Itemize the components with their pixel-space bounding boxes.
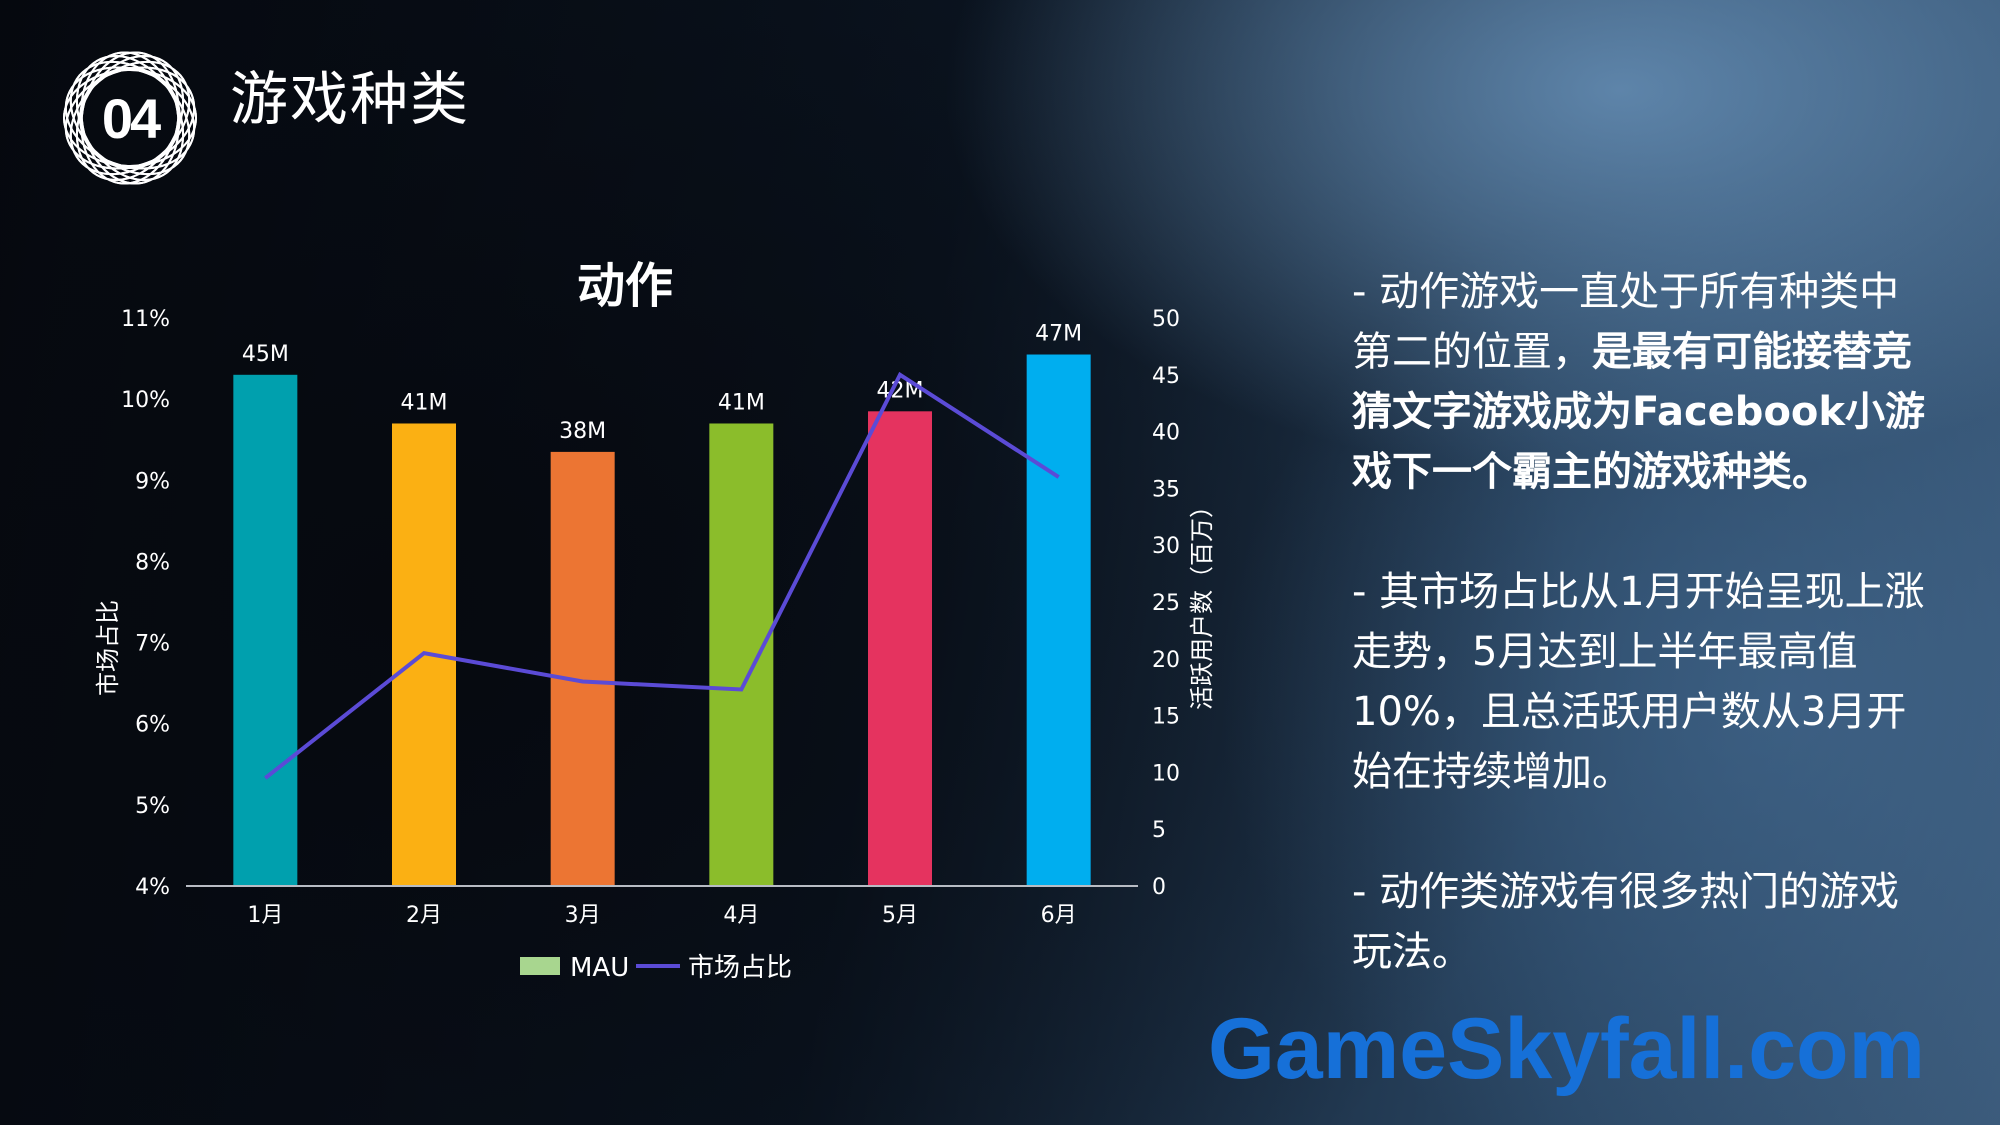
page-title: 游戏种类 [230,65,471,133]
right-axis-tick: 45 [1152,364,1180,389]
mau-bars [233,354,1091,886]
left-axis-tick: 9% [135,469,170,494]
bar-data-label: 41M [401,390,448,415]
description-paragraph-1: - 动作游戏一直处于所有种类中第二的位置，是最有可能接替竞猜文字游戏成为Face… [1352,262,1932,502]
badge-ring-loop [75,55,185,181]
right-axis-label: 活跃用户数（百万） [1188,494,1216,710]
right-axis-tick: 30 [1152,534,1180,559]
left-axis-tick: 4% [135,875,170,900]
badge-ring-loop [63,69,197,167]
badge-ring-loop [69,60,191,176]
x-axis-tick: 3月 [565,903,601,928]
bar-data-label: 47M [1035,322,1082,347]
badge-decorative-ring-icon [63,51,197,185]
chart-legend: MAU 市场占比 [520,953,792,983]
bar-data-label: 38M [559,419,606,444]
x-axis-ticks: 1月 2月 3月 4月 5月 6月 [247,903,1076,928]
x-axis-tick: 1月 [247,903,283,928]
chart-title: 动作 [577,258,673,314]
bar-data-label: 42M [877,378,924,403]
legend-mau-label: MAU [570,953,629,983]
x-axis-tick: 4月 [723,903,759,928]
badge-ring-loop [80,51,180,185]
badge-ring-loop [64,66,196,170]
bar-6 [1026,354,1091,886]
bar-5 [868,411,932,886]
badge-ring-loop [69,60,191,176]
section-badge: 04 [63,51,197,185]
right-axis-tick: 10 [1152,761,1180,786]
watermark-text: GameSkyfall.com [1208,1001,1926,1097]
right-axis-tick: 25 [1152,591,1180,616]
section-number: 04 [102,87,161,150]
legend-share-label: 市场占比 [688,953,792,983]
right-axis-tick: 20 [1152,648,1180,673]
right-axis-tick: 50 [1152,307,1180,332]
bar-1 [233,374,298,886]
left-axis-tick: 7% [135,632,170,657]
left-axis-label: 市场占比 [94,600,122,696]
right-axis-tick: 15 [1152,705,1180,730]
badge-ring-loop [64,66,196,170]
right-axis-tick: 0 [1152,875,1166,900]
mau-market-share-chart: 动作 4% 5% 6% 7% 8% 9% 10% 11% 0 5 10 15 20 25 30 35 40 45… [94,258,1216,983]
right-axis-tick: 35 [1152,477,1180,502]
description-p1-highlight: 是最有可能接替竞猜文字游戏成为Facebook小游戏下一个霸主的游戏种类。 [1352,329,1926,495]
bar-data-label: 41M [718,390,765,415]
right-axis-tick: 40 [1152,421,1180,446]
bar-data-label: 45M [242,342,289,367]
right-axis-ticks: 0 5 10 15 20 25 30 35 40 45 50 [1152,307,1180,900]
left-axis-ticks: 4% 5% 6% 7% 8% 9% 10% 11% [121,307,170,900]
market-share-line [264,371,1060,780]
right-axis-tick: 5 [1152,818,1166,843]
badge-ring-loop [80,51,180,185]
left-axis-tick: 6% [135,713,170,738]
x-axis-tick: 5月 [882,903,918,928]
legend-mau-swatch [520,957,560,975]
badge-ring-loop [75,55,185,181]
description-text: - 动作游戏一直处于所有种类中第二的位置，是最有可能接替竞猜文字游戏成为Face… [1352,262,1932,982]
left-axis-tick: 11% [121,307,170,332]
description-paragraph-2: - 其市场占比从1月开始呈现上涨走势，5月达到上半年最高值10%，且总活跃用户数… [1352,569,1925,795]
x-axis-tick: 2月 [406,903,442,928]
description-paragraph-3: - 动作类游戏有很多热门的游戏玩法。 [1352,869,1900,975]
bar-4 [709,423,774,886]
description-p1-normal: - 动作游戏一直处于所有种类中第二的位置， [1352,269,1900,375]
left-axis-tick: 8% [135,550,170,575]
left-axis-tick: 5% [135,794,170,819]
mau-data-labels: 45M 41M 38M 41M 42M 47M [242,322,1082,444]
x-axis-tick: 6月 [1041,903,1077,928]
left-axis-tick: 10% [121,388,170,413]
bar-3 [550,451,615,886]
